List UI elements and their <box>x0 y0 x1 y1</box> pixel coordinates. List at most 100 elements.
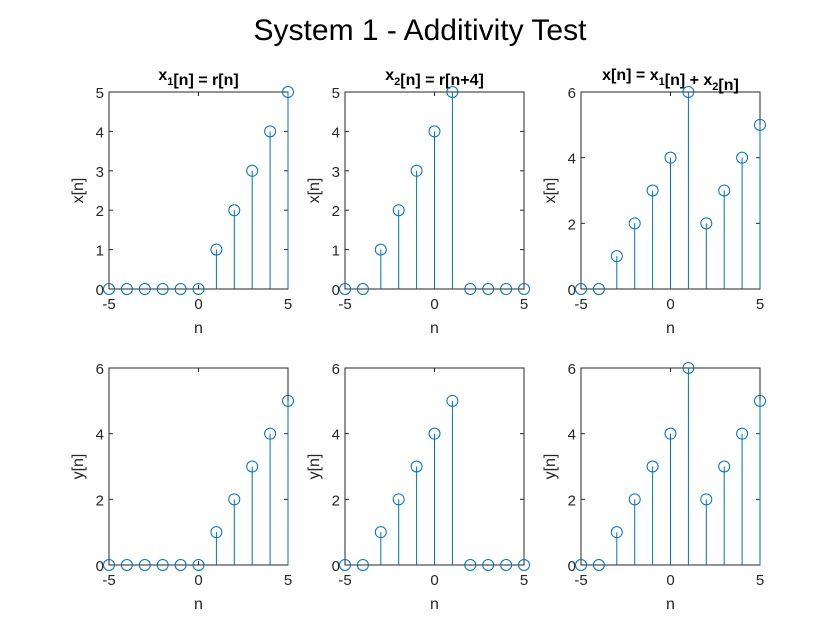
stem-marker <box>264 125 277 138</box>
x-tick-label: 0 <box>666 572 674 589</box>
stem-marker <box>682 86 695 98</box>
y-tick-label: 2 <box>96 203 104 220</box>
stem-marker <box>664 151 677 164</box>
stem-marker <box>103 559 115 571</box>
stem-marker <box>518 283 530 295</box>
y-tick-label: 2 <box>568 216 576 233</box>
x-tick-label: 5 <box>284 572 292 589</box>
stem-marker <box>392 204 405 217</box>
stem-marker <box>736 427 749 440</box>
stem-marker <box>718 460 731 473</box>
y-tick-label: 4 <box>96 427 104 444</box>
y-axis-label: x[n] <box>306 178 323 204</box>
y-tick-label: 0 <box>568 282 576 299</box>
stem-marker <box>120 559 133 571</box>
y-tick-label: 6 <box>568 361 576 378</box>
stem-marker <box>138 559 151 571</box>
y-tick-label: 4 <box>568 427 576 444</box>
subplot-title: x2[n] = r[n+4] <box>385 67 484 89</box>
stem-marker <box>210 243 223 256</box>
y-tick-label: 1 <box>332 243 340 260</box>
stem-marker <box>282 394 294 407</box>
stem-marker <box>464 283 477 295</box>
x-tick-label: 5 <box>284 296 292 313</box>
stem-marker <box>339 559 351 571</box>
stem-marker <box>410 460 423 473</box>
y-tick-label: 2 <box>568 492 576 509</box>
stem-marker <box>138 283 151 295</box>
y-tick-label: 4 <box>96 124 104 141</box>
y-tick-label: 0 <box>96 558 104 575</box>
title-text: x <box>385 67 394 84</box>
stem-marker <box>156 559 169 571</box>
title-subscript: 1 <box>659 76 665 88</box>
title-text: [n] = r[n+4] <box>400 72 484 89</box>
y-axis-label: y[n] <box>70 454 87 480</box>
x-tick-label: 5 <box>520 572 528 589</box>
title-subscript: 1 <box>167 76 173 88</box>
stem-marker <box>356 283 369 295</box>
stem-marker <box>754 394 766 407</box>
y-tick-label: 4 <box>332 427 340 444</box>
stem-marker <box>736 151 749 164</box>
stem-marker <box>410 164 423 177</box>
stem-marker <box>575 283 587 295</box>
y-tick-label: 3 <box>96 164 104 181</box>
x-tick-label: 5 <box>520 296 528 313</box>
y-tick-label: 2 <box>332 203 340 220</box>
y-tick-label: 6 <box>96 361 104 378</box>
y-tick-label: 3 <box>332 164 340 181</box>
title-text: [n] + x <box>665 72 713 89</box>
figure-title: System 1 - Additivity Test <box>253 14 587 47</box>
stem-marker <box>700 493 713 506</box>
y-tick-label: 4 <box>568 151 576 168</box>
title-subscript: 2 <box>394 76 400 88</box>
stem-marker <box>192 283 205 295</box>
y-tick-label: 0 <box>332 558 340 575</box>
y-tick-label: 6 <box>568 85 576 102</box>
y-tick-label: 2 <box>332 492 340 509</box>
x-tick-label: -5 <box>574 296 587 313</box>
x-tick-label: -5 <box>338 572 351 589</box>
stem-marker <box>156 283 169 295</box>
stem-marker <box>628 493 641 506</box>
title-text: [n] = r[n] <box>173 72 238 89</box>
x-axis-label: n <box>194 596 203 613</box>
stem-marker <box>374 526 387 539</box>
y-axis-label: y[n] <box>306 454 323 480</box>
stem-marker <box>356 559 369 571</box>
stem-marker <box>120 283 133 295</box>
stem-marker <box>446 86 459 98</box>
stem-marker <box>592 559 605 571</box>
subplot-title: x[n] = x1[n] + x2[n] <box>602 67 739 94</box>
stem-marker <box>646 460 659 473</box>
stem-marker <box>392 493 405 506</box>
y-axis-label: x[n] <box>70 178 87 204</box>
stem-marker <box>174 283 187 295</box>
stem-marker <box>628 217 641 230</box>
stem-marker <box>700 217 713 230</box>
x-tick-label: 0 <box>666 296 674 313</box>
x-axis-label: n <box>666 596 675 613</box>
title-text: x[n] = x <box>602 67 659 84</box>
y-tick-label: 0 <box>568 558 576 575</box>
y-tick-label: 1 <box>96 243 104 260</box>
x-axis-label: n <box>194 320 203 337</box>
x-tick-label: 5 <box>756 296 764 313</box>
y-tick-label: 0 <box>332 282 340 299</box>
stem-marker <box>482 283 495 295</box>
stem-marker <box>518 559 530 571</box>
y-axis-label: x[n] <box>542 178 559 204</box>
stem-marker <box>592 283 605 295</box>
stem-marker <box>500 283 513 295</box>
x-axis-label: n <box>430 596 439 613</box>
stem-marker <box>610 526 623 539</box>
stem-marker <box>718 184 731 197</box>
stem-marker <box>610 250 623 263</box>
stem-marker <box>228 204 241 217</box>
x-axis-label: n <box>430 320 439 337</box>
